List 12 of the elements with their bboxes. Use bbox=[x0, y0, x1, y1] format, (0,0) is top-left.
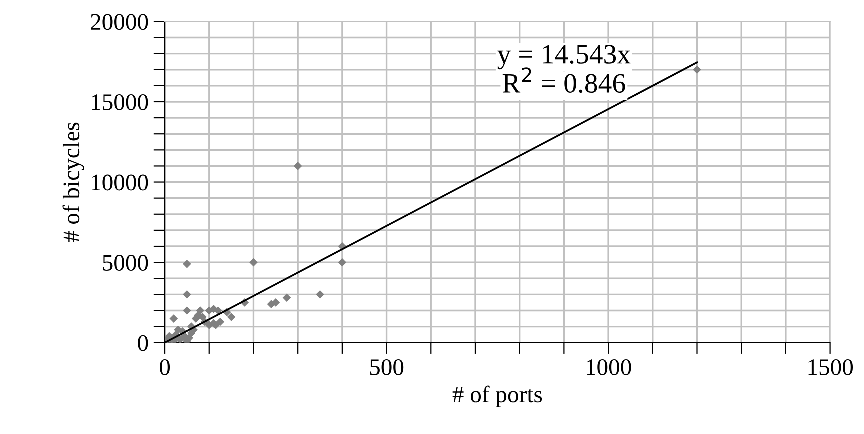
y-tick-label: 15000 bbox=[92, 94, 148, 110]
x-tick-label: 500 bbox=[370, 360, 404, 376]
y-tick-label: 0 bbox=[138, 335, 148, 352]
y-tick-label: 5000 bbox=[103, 255, 148, 271]
y-tick-label: 10000 bbox=[92, 174, 148, 191]
y-axis-title: # of bicycles bbox=[62, 122, 84, 242]
x-axis-title: # of ports bbox=[452, 386, 542, 408]
annotation: R$^{2}$ = 0.846 bbox=[502, 68, 626, 94]
x-tick-label: 0 bbox=[160, 360, 170, 376]
y-tick-label: 20000 bbox=[91, 14, 148, 30]
x-tick-label: 1500 bbox=[808, 360, 854, 376]
x-tick-label: 1000 bbox=[587, 360, 632, 376]
